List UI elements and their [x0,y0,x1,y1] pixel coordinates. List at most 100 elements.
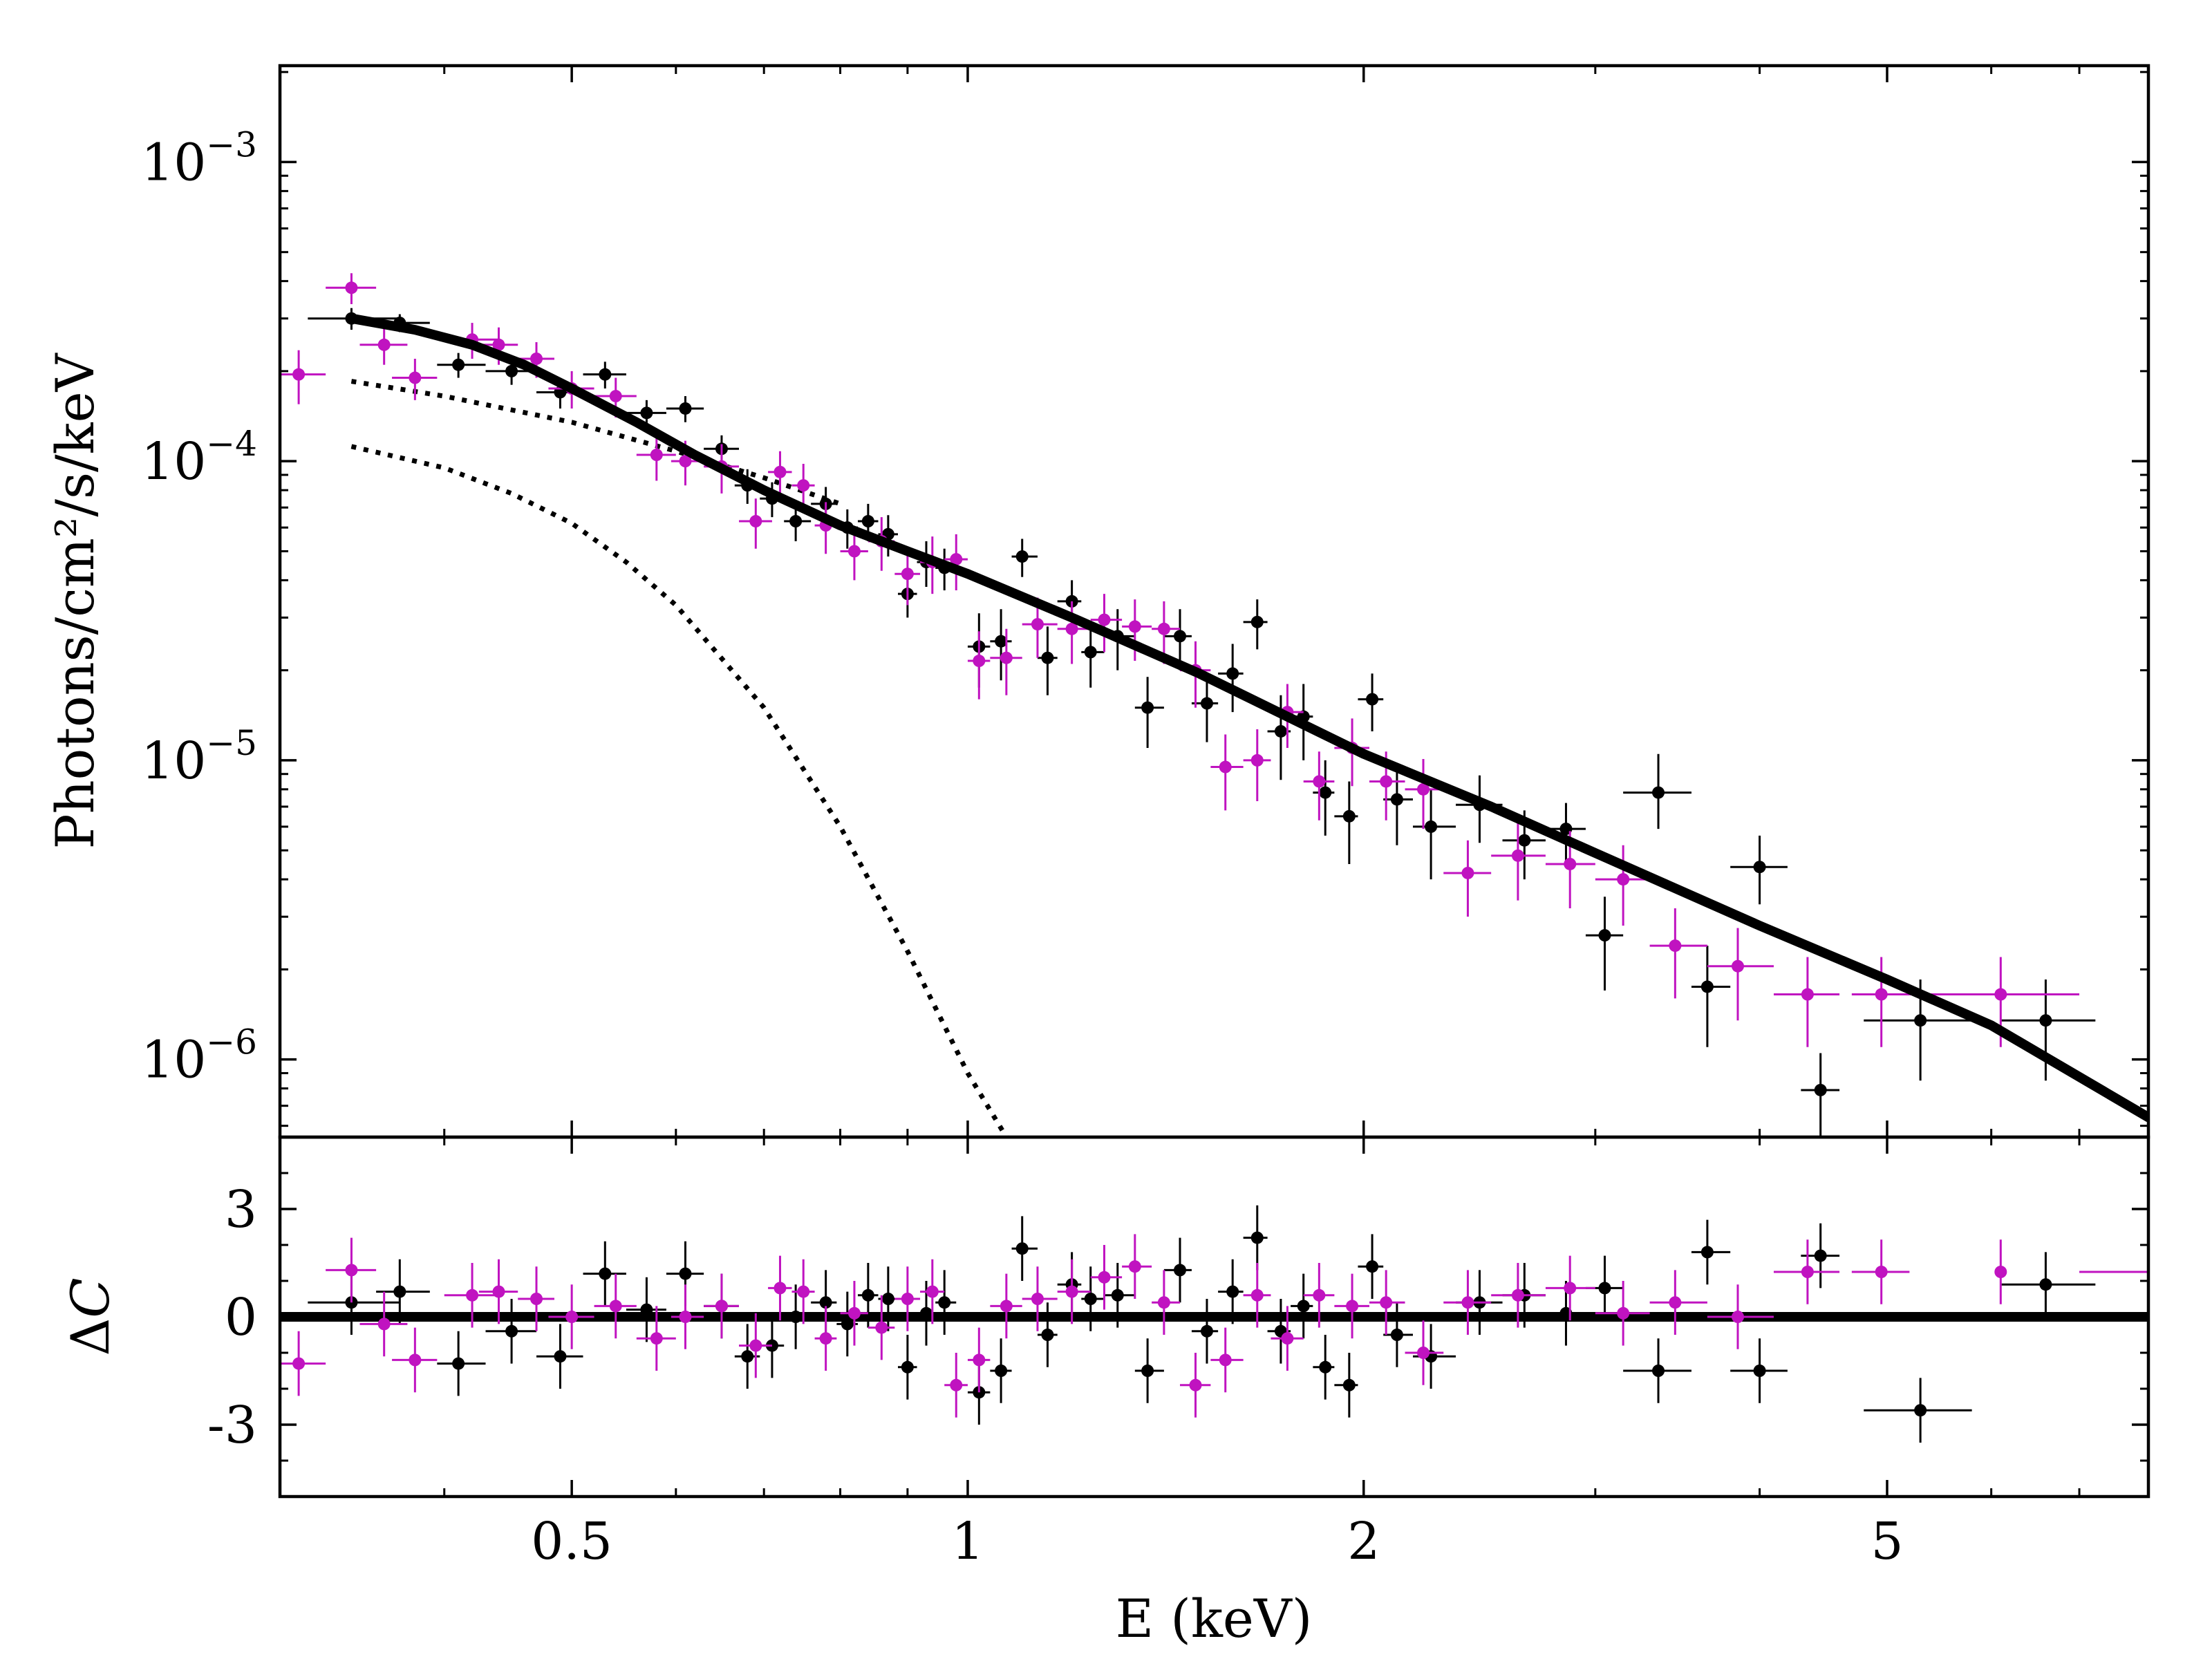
residual-point-black [1291,1273,1313,1339]
spectrum-point-magenta [636,433,676,481]
residual-point-magenta [1851,1239,1910,1304]
data-marker [1417,782,1430,796]
data-marker [1250,753,1264,767]
spectrum-point-magenta [359,327,408,365]
residual-point-black [1163,1237,1192,1303]
residual-point-black [878,1266,898,1331]
y-tick-label-exponent: −6 [206,1022,257,1062]
residual-point-magenta [359,1291,408,1357]
data-marker [1313,775,1326,788]
y-tick-label: 10−4 [141,424,257,491]
data-marker [530,352,543,365]
spectrum-panel: 10−310−410−510−6 Photons/cm²/s/keV [44,64,2150,1139]
residual-marker [679,1311,692,1323]
residual-point-magenta [548,1284,594,1349]
spectrum-point-magenta [1443,840,1492,917]
data-marker [1914,1014,1927,1027]
spectrum-plot-area [280,273,2148,1137]
data-marker [1128,620,1141,633]
data-marker [2039,1014,2052,1027]
spectrum-point-magenta [1303,751,1335,821]
total-model-curve [346,313,2148,1123]
residual-marker [1669,1296,1682,1309]
data-marker [505,364,518,377]
residual-point-black [1104,1263,1135,1328]
residual-point-magenta [990,1273,1022,1339]
residual-y-tick-labels: 3 0 -3 [207,1180,257,1455]
residual-marker [505,1324,518,1338]
spectrum-point-black [1313,760,1335,836]
spectrum-point-magenta [1649,908,1707,999]
residual-marker [715,1300,728,1313]
residual-marker [741,1350,754,1363]
residual-marker [938,1296,951,1309]
residual-marker [1084,1293,1097,1305]
residual-marker [1753,1365,1766,1377]
residual-point-magenta [671,1284,704,1349]
residual-marker [1015,1242,1029,1255]
residual-point-magenta [1243,1263,1271,1328]
data-marker [1250,615,1264,628]
residual-point-black [857,1263,879,1328]
residual-point-magenta [1271,1306,1304,1371]
residual-marker [1157,1296,1170,1309]
data-marker [1015,550,1029,563]
residual-point-black [1037,1302,1058,1367]
residual-marker [749,1339,762,1352]
spectrum-point-black [1037,626,1058,695]
residual-marker [1000,1300,1013,1313]
residual-marker [901,1360,914,1374]
data-marker [1814,1083,1827,1096]
residual-marker [377,1318,391,1331]
data-marker [679,402,692,415]
residual-point-magenta [1369,1270,1405,1335]
spectrum-point-magenta [392,358,438,400]
residual-point-magenta [704,1273,740,1339]
residual-marker [819,1296,832,1309]
residual-y-tick-label: 3 [225,1180,257,1239]
spectrum-y-axis-title: Photons/cm²/s/keV [44,353,106,849]
data-marker [640,406,653,420]
x-tick-labels: 0.5 1 2 5 [531,1512,1903,1571]
data-marker [409,371,422,384]
residual-marker [409,1353,422,1367]
spectrum-point-black [1801,1053,1840,1137]
residual-point-magenta [1649,1270,1707,1335]
spectrum-point-black [1243,599,1268,650]
residual-point-magenta [894,1266,921,1331]
residual-marker [1652,1365,1665,1377]
residual-marker [875,1321,888,1334]
residual-marker [565,1311,579,1323]
spectrum-point-black [1358,673,1384,731]
residual-panel: 3 0 -3 ΔC [59,1135,2150,1499]
data-marker [1598,929,1611,942]
residual-marker [1598,1282,1611,1295]
spectrum-point-magenta [280,350,326,404]
x-tick-label: 2 [1347,1512,1380,1571]
y-tick-label: 10−6 [141,1022,257,1090]
data-marker [1031,618,1044,631]
residual-point-magenta [1022,1266,1058,1331]
residual-point-magenta [944,1353,968,1418]
spectrum-point-black [1545,803,1586,861]
spectrum-point-black [1011,538,1038,577]
data-marker [1084,646,1097,659]
data-marker [1652,786,1665,799]
y-tick-label-base: 10 [141,432,206,491]
residual-marker [950,1378,963,1391]
residual-marker [679,1267,692,1280]
spectrum-point-black [1730,835,1788,905]
residual-point-magenta [920,1259,945,1324]
spectrum-point-magenta [840,527,868,581]
data-marker [1319,786,1332,799]
residual-marker [1250,1288,1264,1302]
spectrum-point-black [2000,980,2096,1081]
data-marker [901,568,914,581]
residual-point-magenta [1595,1281,1650,1346]
y-tick-label: 10−5 [141,723,257,791]
residual-point-magenta [1491,1263,1546,1328]
residual-point-magenta [636,1306,676,1371]
spectrum-point-magenta [326,273,377,304]
spectrum-point-magenta [1773,957,1840,1047]
residual-marker [1564,1282,1577,1295]
